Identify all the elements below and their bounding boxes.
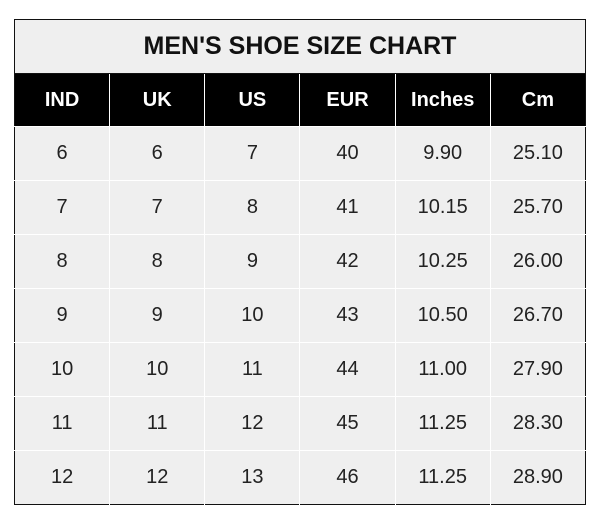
column-header: US: [204, 73, 300, 127]
table-cell: 7: [204, 126, 300, 181]
table-cell: 9.90: [394, 126, 491, 181]
table-cell: 12: [14, 450, 110, 505]
column-header: IND: [14, 73, 110, 127]
table-cell: 11: [204, 342, 300, 397]
column-header: Cm: [489, 73, 586, 127]
table-cell: 9: [204, 234, 300, 289]
table-title: MEN'S SHOE SIZE CHART: [14, 19, 586, 74]
table-cell: 45: [299, 396, 396, 451]
table-cell: 42: [299, 234, 396, 289]
table-cell: 11: [14, 396, 110, 451]
table-cell: 9: [109, 288, 205, 343]
table-cell: 28.30: [489, 396, 586, 451]
table-cell: 44: [299, 342, 396, 397]
table-cell: 10.15: [394, 180, 491, 235]
table-cell: 8: [109, 234, 205, 289]
table-cell: 10: [14, 342, 110, 397]
table-cell: 7: [14, 180, 110, 235]
header-row: IND UK US EUR Inches Cm: [14, 73, 586, 127]
table-cell: 26.00: [489, 234, 586, 289]
table-cell: 11.25: [394, 396, 491, 451]
table-cell: 6: [109, 126, 205, 181]
table-cell: 7: [109, 180, 205, 235]
table-row: 9 9 10 43 10.50 26.70: [14, 288, 586, 343]
table-body: 6 6 7 40 9.90 25.10 7 7 8 41 10.15 25.70 8 8 9 42 10.25 2…: [14, 126, 586, 505]
table-cell: 13: [204, 450, 300, 505]
table-row: 6 6 7 40 9.90 25.10: [14, 126, 586, 181]
table-cell: 8: [204, 180, 300, 235]
column-header: UK: [109, 73, 205, 127]
table-cell: 25.10: [489, 126, 586, 181]
table-cell: 40: [299, 126, 396, 181]
table-cell: 43: [299, 288, 396, 343]
table-cell: 8: [14, 234, 110, 289]
table-cell: 12: [204, 396, 300, 451]
table-cell: 10: [204, 288, 300, 343]
size-chart-table: MEN'S SHOE SIZE CHART IND UK US EUR Inches Cm…: [14, 19, 586, 505]
table-cell: 6: [14, 126, 110, 181]
column-header: Inches: [394, 73, 491, 127]
table-cell: 9: [14, 288, 110, 343]
table-row: 10 10 11 44 11.00 27.90: [14, 342, 586, 397]
table-cell: 46: [299, 450, 396, 505]
table-cell: 11.00: [394, 342, 491, 397]
table-cell: 10: [109, 342, 205, 397]
table-cell: 26.70: [489, 288, 586, 343]
table-cell: 28.90: [489, 450, 586, 505]
table-row: 7 7 8 41 10.15 25.70: [14, 180, 586, 235]
table-cell: 10.50: [394, 288, 491, 343]
table-row: 12 12 13 46 11.25 28.90: [14, 450, 586, 505]
table-cell: 27.90: [489, 342, 586, 397]
table-cell: 41: [299, 180, 396, 235]
table-cell: 12: [109, 450, 205, 505]
table-row: 8 8 9 42 10.25 26.00: [14, 234, 586, 289]
table-cell: 11: [109, 396, 205, 451]
table-cell: 25.70: [489, 180, 586, 235]
column-header: EUR: [299, 73, 396, 127]
table-cell: 10.25: [394, 234, 491, 289]
table-cell: 11.25: [394, 450, 491, 505]
table-row: 11 11 12 45 11.25 28.30: [14, 396, 586, 451]
